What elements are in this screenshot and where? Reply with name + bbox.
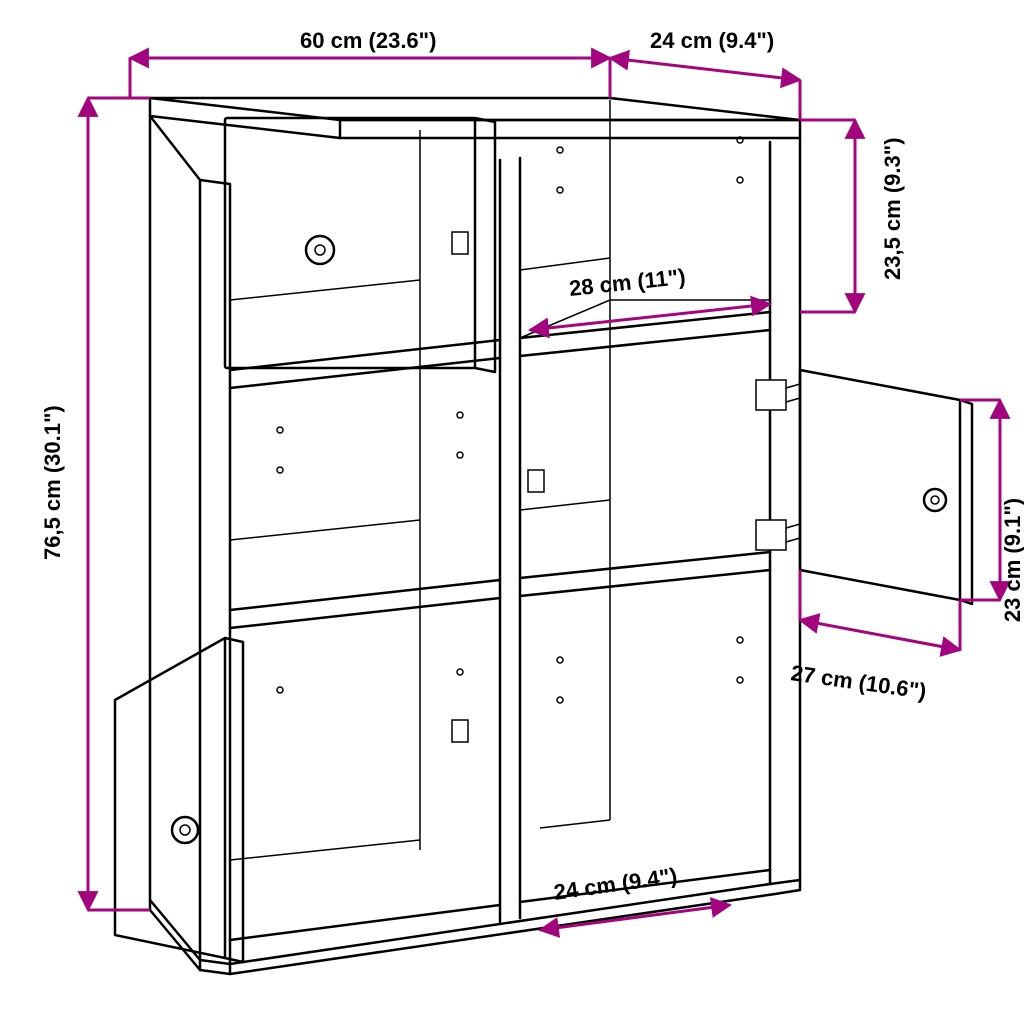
svg-text:27 cm (10.6"): 27 cm (10.6")	[789, 660, 928, 704]
base-depth-label: 24 cm	[552, 872, 617, 905]
inner-width-label: 28 cm	[568, 270, 633, 301]
depth-top-label: 24 cm	[650, 28, 712, 53]
door-bottom-left-open	[115, 638, 468, 962]
svg-text:60 cm (23.6"): 60 cm (23.6")	[300, 28, 436, 53]
svg-text:23 cm (9.1"): 23 cm (9.1")	[1000, 498, 1024, 622]
door-top-left	[225, 118, 495, 372]
door-right-label: 23 cm	[1000, 560, 1024, 622]
svg-text:28 cm (11"): 28 cm (11")	[568, 264, 687, 301]
shelf-top-right-label: 23,5 cm	[880, 199, 905, 280]
svg-text:76,5 cm (30.1"): 76,5 cm (30.1")	[40, 405, 65, 560]
door-middle-right-open	[528, 370, 972, 604]
cabinet-drawing	[115, 98, 972, 974]
pin-holes	[277, 137, 743, 703]
height-left-label: 76,5 cm	[40, 479, 65, 560]
svg-text:24 cm (9.4"): 24 cm (9.4")	[552, 863, 678, 905]
svg-text:23,5 cm (9.3"): 23,5 cm (9.3")	[880, 137, 905, 280]
dimension-labels: 60 cm (23.6") 24 cm (9.4") 76,5 cm (30.1…	[40, 28, 1024, 905]
width-top-label: 60 cm	[300, 28, 362, 53]
svg-text:24 cm (9.4"): 24 cm (9.4")	[650, 28, 774, 53]
dimension-diagram: 60 cm (23.6") 24 cm (9.4") 76,5 cm (30.1…	[0, 0, 1024, 1024]
